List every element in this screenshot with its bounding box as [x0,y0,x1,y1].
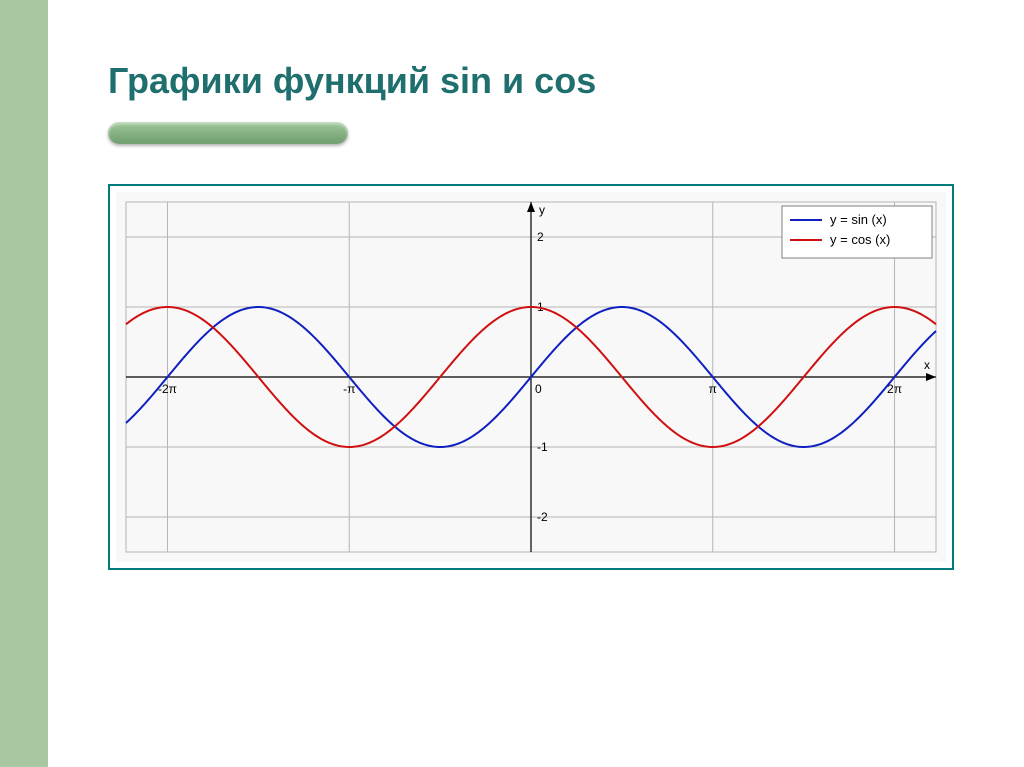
svg-text:y: y [539,203,545,217]
svg-text:y = cos (x): y = cos (x) [830,232,890,247]
svg-text:π: π [709,382,717,396]
svg-text:y = sin (x): y = sin (x) [830,212,887,227]
decorative-left-bar [0,0,48,767]
svg-text:-2: -2 [537,510,548,524]
page-title: Графики функций sin и cos [108,60,964,102]
slide: Графики функций sin и cos -2π-π0π2π21-1-… [48,0,1024,767]
svg-text:2: 2 [537,230,544,244]
legend: y = sin (x) y = cos (x) [782,206,932,258]
title-underline-pill [108,122,348,144]
chart-frame: -2π-π0π2π21-1-2xyy = sin (x)y = cos (x) [108,184,954,570]
svg-text:-1: -1 [537,440,548,454]
sin-cos-chart: -2π-π0π2π21-1-2xyy = sin (x)y = cos (x) [116,192,946,562]
svg-text:-π: -π [343,382,355,396]
svg-text:0: 0 [535,382,542,396]
svg-text:x: x [924,358,930,372]
